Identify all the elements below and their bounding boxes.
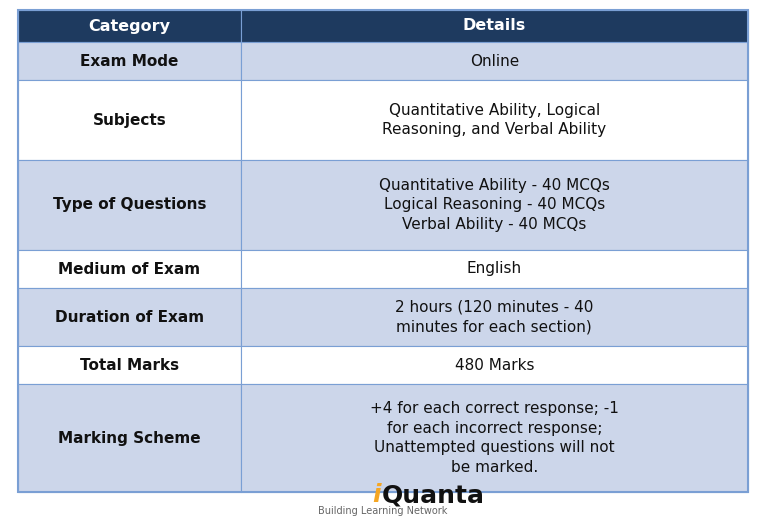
Text: Total Marks: Total Marks (80, 358, 179, 373)
Bar (241, 10, 748, 42)
Bar (241, 80, 748, 160)
Text: Quanta: Quanta (382, 483, 485, 508)
Text: Type of Questions: Type of Questions (53, 198, 206, 213)
Text: Online: Online (470, 54, 519, 68)
Text: Duration of Exam: Duration of Exam (54, 310, 204, 324)
Bar (18, 80, 241, 160)
Bar (241, 346, 748, 384)
Text: Quantitative Ability, Logical
Reasoning, and Verbal Ability: Quantitative Ability, Logical Reasoning,… (382, 103, 607, 137)
Text: Details: Details (463, 19, 526, 33)
Bar (18, 288, 241, 346)
Bar (241, 384, 748, 492)
Text: 2 hours (120 minutes - 40
minutes for each section): 2 hours (120 minutes - 40 minutes for ea… (395, 299, 594, 334)
Bar (241, 288, 748, 346)
Text: Category: Category (88, 19, 170, 33)
Bar (18, 250, 241, 288)
Text: Medium of Exam: Medium of Exam (58, 261, 201, 277)
Bar (241, 160, 748, 250)
Bar (18, 10, 241, 42)
Text: i: i (372, 483, 381, 508)
Bar (18, 346, 241, 384)
Text: Building Learning Network: Building Learning Network (319, 507, 447, 517)
Bar (18, 42, 241, 80)
Text: Subjects: Subjects (93, 112, 166, 128)
Text: Exam Mode: Exam Mode (80, 54, 178, 68)
Bar (241, 42, 748, 80)
Bar (18, 160, 241, 250)
Bar (241, 250, 748, 288)
Text: English: English (466, 261, 522, 277)
Text: +4 for each correct response; -1
for each incorrect response;
Unattempted questi: +4 for each correct response; -1 for eac… (370, 401, 619, 475)
Text: Quantitative Ability - 40 MCQs
Logical Reasoning - 40 MCQs
Verbal Ability - 40 M: Quantitative Ability - 40 MCQs Logical R… (379, 178, 610, 232)
Text: Marking Scheme: Marking Scheme (58, 430, 201, 446)
Bar (18, 384, 241, 492)
Text: 480 Marks: 480 Marks (454, 358, 534, 373)
